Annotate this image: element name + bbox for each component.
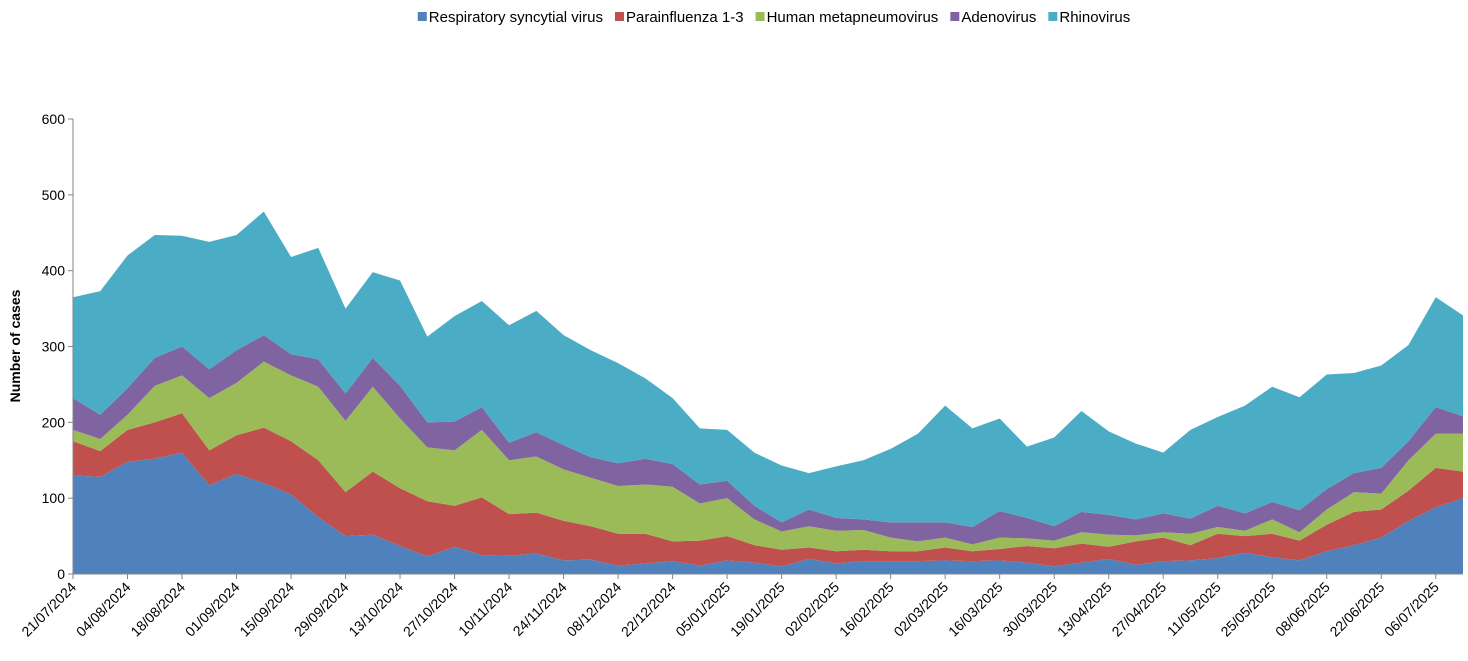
legend-label: Respiratory syncytial virus <box>429 9 603 26</box>
x-tick-label: 15/09/2024 <box>236 579 297 640</box>
x-tick-label: 25/05/2025 <box>1217 579 1278 640</box>
legend-swatch <box>755 12 765 21</box>
x-tick-label: 08/12/2024 <box>563 579 624 640</box>
x-tick-label: 04/08/2024 <box>73 579 134 640</box>
area <box>73 211 1463 527</box>
y-tick-label: 100 <box>42 490 66 506</box>
x-tick-label: 13/10/2024 <box>345 579 406 640</box>
y-tick-label: 200 <box>42 414 66 430</box>
x-tick-label: 16/03/2025 <box>945 579 1006 640</box>
legend-swatch <box>417 12 427 21</box>
y-tick-label: 400 <box>42 263 66 279</box>
x-tick-label: 19/01/2025 <box>727 579 788 640</box>
legend-label: Rhinovirus <box>1059 9 1130 26</box>
legend-label: Human metapneumovirus <box>767 9 939 26</box>
y-axis-title: Number of cases <box>7 289 23 402</box>
x-tick-label: 27/10/2024 <box>400 579 461 640</box>
x-tick-label: 02/03/2025 <box>890 579 951 640</box>
x-tick-label: 24/11/2024 <box>510 579 570 639</box>
x-tick-label: 02/02/2025 <box>781 579 842 640</box>
x-tick-label: 16/02/2025 <box>836 579 897 640</box>
x-tick-label: 10/11/2024 <box>455 579 515 639</box>
legend-swatch <box>950 12 960 21</box>
legend-label: Parainfluenza 1-3 <box>626 9 744 26</box>
legend-swatch <box>614 12 624 21</box>
y-tick-label: 600 <box>42 111 66 127</box>
x-tick-label: 08/06/2025 <box>1272 579 1333 640</box>
y-tick-label: 0 <box>57 566 65 582</box>
legend: Respiratory syncytial virus Parainfluenza… <box>417 9 1130 26</box>
x-tick-label: 11/05/2025 <box>1164 579 1224 639</box>
legend-label: Adenovirus <box>961 9 1036 26</box>
area <box>73 413 1463 567</box>
x-tick-label: 01/09/2024 <box>182 579 243 640</box>
x-tick-label: 22/12/2024 <box>618 579 679 640</box>
x-tick-label: 13/04/2025 <box>1054 579 1115 640</box>
x-tick-label: 30/03/2025 <box>999 579 1060 640</box>
x-tick-label: 22/06/2025 <box>1326 579 1387 640</box>
legend-swatch <box>1048 12 1058 21</box>
area <box>73 361 1463 552</box>
y-tick-label: 300 <box>42 339 66 355</box>
x-tick-label: 06/07/2025 <box>1381 579 1442 640</box>
x-tick-label: 18/08/2024 <box>127 579 188 640</box>
y-tick-label: 500 <box>42 187 66 203</box>
x-tick-label: 27/04/2025 <box>1108 579 1169 640</box>
x-tick-label: 21/07/2024 <box>18 579 79 640</box>
area <box>73 452 1463 574</box>
x-tick-label: 05/01/2025 <box>672 579 733 640</box>
x-tick-label: 29/09/2024 <box>291 579 352 640</box>
